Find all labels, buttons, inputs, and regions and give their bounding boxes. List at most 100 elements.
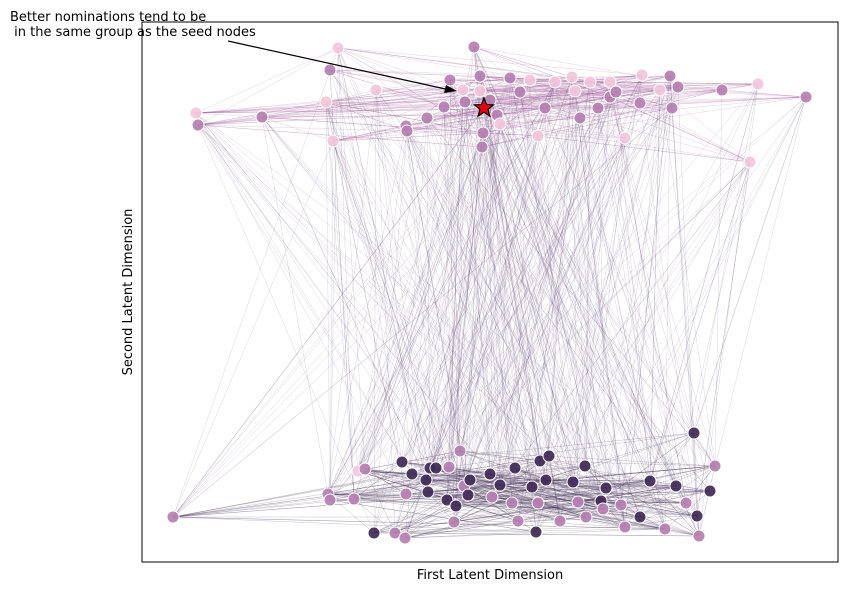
node-bottom-group	[687, 426, 701, 440]
node-top-group	[671, 80, 685, 94]
node-top-group	[420, 111, 434, 125]
node-top-group	[503, 71, 517, 85]
node-bottom-group	[708, 459, 722, 473]
node-bottom-group	[703, 484, 717, 498]
node-top-group	[568, 84, 582, 98]
node-bottom-group	[347, 492, 361, 506]
node-bottom-group	[358, 462, 372, 476]
node-bottom-group	[618, 520, 632, 534]
node-top-group	[443, 73, 457, 87]
node-top-group	[458, 95, 472, 109]
node-bottom-group	[453, 444, 467, 458]
node-bottom-group	[690, 509, 704, 523]
node-bottom-group	[166, 510, 180, 524]
node-bottom-group	[449, 499, 463, 513]
node-bottom-group	[669, 479, 683, 493]
node-top-group	[618, 131, 632, 145]
node-bottom-group	[419, 473, 433, 487]
node-top-group	[653, 83, 667, 97]
node-bottom-group	[429, 461, 443, 475]
node-bottom-group	[511, 514, 525, 528]
node-bottom-group	[579, 510, 593, 524]
node-top-group	[456, 83, 470, 97]
node-top-group	[665, 101, 679, 115]
node-bottom-group	[405, 467, 419, 481]
node-top-group	[191, 118, 205, 132]
node-top-group	[751, 77, 765, 91]
node-bottom-group	[447, 515, 461, 529]
node-bottom-group	[596, 502, 610, 516]
node-top-group	[400, 124, 414, 138]
node-top-group	[531, 129, 545, 143]
annotation-line-2: in the same group as the seed nodes	[10, 25, 256, 40]
node-bottom-group	[485, 490, 499, 504]
seed-star-marker	[472, 96, 496, 118]
node-top-group	[326, 134, 340, 148]
annotation-arrow	[227, 40, 451, 91]
node-bottom-group	[571, 495, 585, 509]
node-bottom-group	[529, 525, 543, 539]
node-top-group	[473, 84, 487, 98]
node-bottom-group	[531, 496, 545, 510]
node-top-group	[663, 69, 677, 83]
node-top-group	[493, 117, 507, 131]
node-bottom-group	[614, 498, 628, 512]
node-bottom-group	[440, 493, 454, 507]
annotation-arrowhead	[444, 85, 457, 93]
annotation-line-1: Better nominations tend to be	[10, 10, 206, 25]
node-top-group	[523, 73, 537, 87]
node-bottom-group	[483, 467, 497, 481]
node-top-group	[583, 75, 597, 89]
node-bottom-group	[643, 474, 657, 488]
node-bottom-group	[578, 459, 592, 473]
node-top-group	[538, 101, 552, 115]
node-bottom-group	[633, 510, 647, 524]
node-top-group	[633, 96, 647, 110]
node-bottom-group	[658, 522, 672, 536]
node-bottom-group	[599, 481, 613, 495]
node-top-group	[609, 85, 623, 99]
network-edges	[172, 46, 807, 539]
node-top-group	[319, 95, 333, 109]
node-top-group	[189, 106, 203, 120]
node-bottom-group	[367, 526, 381, 540]
node-top-group	[565, 70, 579, 84]
plot-frame	[141, 21, 839, 563]
node-bottom-group	[493, 478, 507, 492]
node-bottom-group	[508, 461, 522, 475]
node-top-group	[473, 69, 487, 83]
node-bottom-group	[679, 496, 693, 510]
node-top-group	[799, 90, 813, 104]
node-bottom-group	[463, 473, 477, 487]
node-top-group	[715, 83, 729, 97]
node-top-group	[467, 40, 481, 54]
node-top-group	[743, 155, 757, 169]
node-bottom-group	[539, 473, 553, 487]
node-bottom-group	[566, 475, 580, 489]
node-bottom-group	[553, 514, 567, 528]
node-top-group	[591, 101, 605, 115]
network-nodes	[166, 40, 813, 545]
node-bottom-group	[525, 480, 539, 494]
node-top-group	[475, 140, 489, 154]
node-top-group	[513, 85, 527, 99]
node-bottom-group	[442, 460, 456, 474]
y-axis-label: Second Latent Dimension	[121, 209, 136, 376]
node-top-group	[573, 111, 587, 125]
node-top-group	[255, 110, 269, 124]
node-bottom-group	[399, 487, 413, 501]
node-bottom-group	[395, 455, 409, 469]
node-top-group	[331, 41, 345, 55]
node-top-group	[548, 75, 562, 89]
seed-node	[472, 96, 496, 118]
node-top-group	[323, 63, 337, 77]
node-bottom-group	[461, 488, 475, 502]
node-top-group	[635, 68, 649, 82]
node-bottom-group	[692, 529, 706, 543]
node-bottom-group	[542, 449, 556, 463]
node-bottom-group	[505, 496, 519, 510]
node-top-group	[369, 83, 383, 97]
node-top-group	[603, 75, 617, 89]
node-top-group	[476, 126, 490, 140]
